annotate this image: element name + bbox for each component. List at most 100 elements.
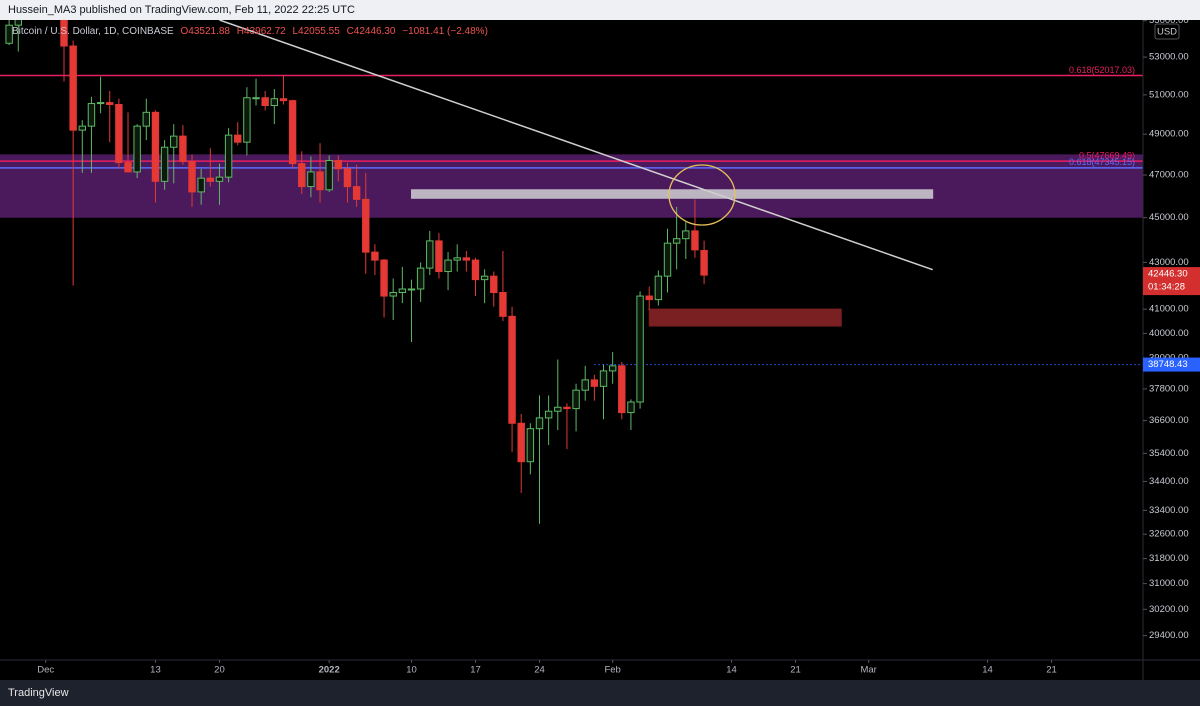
candle-body bbox=[197, 177, 205, 193]
candle-body bbox=[563, 406, 571, 410]
y-tick-label: 49000.00 bbox=[1149, 129, 1189, 140]
candle-body bbox=[14, 20, 22, 26]
candle-body bbox=[590, 379, 599, 387]
candle-body bbox=[371, 251, 379, 261]
candle-body bbox=[453, 257, 461, 261]
candle-body bbox=[426, 240, 434, 269]
candle-body bbox=[243, 97, 251, 143]
x-tick-label: 21 bbox=[1046, 665, 1057, 676]
brand: TradingView bbox=[8, 687, 69, 699]
candle-body bbox=[389, 292, 397, 297]
x-tick-label: Mar bbox=[860, 665, 876, 676]
candle-body bbox=[508, 315, 516, 424]
y-tick-label: 33400.00 bbox=[1149, 505, 1189, 516]
y-tick-label: 32600.00 bbox=[1149, 529, 1189, 540]
candle-body bbox=[352, 186, 361, 200]
x-tick-label: 2022 bbox=[319, 665, 340, 676]
candle-body bbox=[672, 238, 681, 244]
candle-body bbox=[362, 198, 370, 253]
candle-body bbox=[636, 295, 644, 403]
y-tick-label: 31000.00 bbox=[1149, 578, 1189, 589]
candle-body bbox=[142, 111, 151, 127]
candle-body bbox=[151, 111, 160, 182]
plot-area: 0.618(52017.03) 0.5(47669.49)0.618(47345.… bbox=[0, 20, 1143, 524]
candle-body bbox=[279, 98, 288, 102]
drawn-rectangle bbox=[648, 308, 842, 327]
candle-body bbox=[307, 171, 315, 188]
candle-body bbox=[206, 177, 215, 182]
y-tick-label: 30200.00 bbox=[1149, 604, 1189, 615]
x-tick-label: Feb bbox=[604, 665, 620, 676]
trendline bbox=[219, 20, 933, 271]
candle-body bbox=[87, 103, 96, 127]
y-tick-label: 45000.00 bbox=[1149, 212, 1189, 223]
candle-body bbox=[517, 422, 525, 463]
chart-background bbox=[0, 20, 1200, 680]
candle-body bbox=[252, 97, 260, 100]
candle-body bbox=[334, 160, 343, 170]
axes: 55000.00 53000.00 51000.00 49000.00 47000.00… bbox=[37, 15, 1200, 676]
candle-body bbox=[663, 242, 672, 277]
candle-body bbox=[526, 428, 535, 463]
countdown: 01:34:28 bbox=[1148, 282, 1185, 293]
candle-body bbox=[224, 134, 233, 178]
candle-body bbox=[5, 24, 13, 44]
candle-body bbox=[78, 125, 86, 131]
candle-body bbox=[700, 250, 708, 276]
candle-body bbox=[581, 379, 589, 391]
y-tick-label: 34400.00 bbox=[1149, 476, 1189, 487]
x-tick-label: 14 bbox=[726, 665, 737, 676]
candle-body bbox=[69, 45, 77, 131]
candle-body bbox=[261, 97, 269, 106]
currency-box bbox=[1154, 23, 1180, 40]
x-tick-label: 21 bbox=[790, 665, 801, 676]
candle-body bbox=[645, 295, 653, 301]
candle-body bbox=[234, 134, 242, 143]
last-price-label: 42446.30 bbox=[1148, 269, 1188, 280]
candle-body bbox=[544, 410, 553, 419]
candle-body bbox=[416, 267, 425, 290]
candle-body bbox=[444, 259, 452, 273]
ohlc-low: L42055.55 bbox=[292, 26, 340, 37]
candle-body bbox=[298, 163, 306, 188]
footer: TradingView bbox=[0, 680, 1200, 706]
x-tick-label: 10 bbox=[406, 665, 417, 676]
candle-body bbox=[96, 102, 105, 105]
candle-body bbox=[535, 417, 544, 430]
candle-body bbox=[618, 365, 626, 414]
candle-body bbox=[179, 135, 187, 163]
price-line-label: 38748.43 bbox=[1148, 359, 1188, 370]
candle-body bbox=[599, 370, 608, 387]
candle-body bbox=[608, 365, 617, 372]
candle-body bbox=[188, 161, 196, 193]
y-tick-label: 43000.00 bbox=[1149, 257, 1189, 268]
y-tick-label: 53000.00 bbox=[1149, 52, 1189, 63]
candle-body bbox=[435, 240, 443, 273]
x-tick-label: 14 bbox=[982, 665, 993, 676]
fib-label: 0.618(47345.15) bbox=[1069, 157, 1135, 167]
candle-body bbox=[160, 146, 169, 182]
y-tick-label: 47000.00 bbox=[1149, 170, 1189, 181]
x-tick-label: 20 bbox=[214, 665, 225, 676]
y-tick-label: 41000.00 bbox=[1149, 304, 1189, 315]
candle-body bbox=[462, 257, 471, 261]
y-tick-label: 40000.00 bbox=[1149, 328, 1189, 339]
candle-body bbox=[627, 401, 635, 414]
y-tick-label: 35400.00 bbox=[1149, 448, 1189, 459]
drawn-rectangle bbox=[410, 189, 934, 199]
zone bbox=[0, 154, 1143, 218]
x-tick-label: Dec bbox=[37, 665, 54, 676]
y-tick-label: 36600.00 bbox=[1149, 415, 1189, 426]
candle-body bbox=[133, 125, 141, 173]
candle-body bbox=[471, 259, 480, 281]
candle-body bbox=[398, 288, 407, 294]
candle-body bbox=[654, 275, 663, 301]
candle-body bbox=[124, 162, 132, 173]
candle-body bbox=[106, 102, 114, 106]
candle-body bbox=[343, 168, 352, 188]
y-tick-label: 31800.00 bbox=[1149, 553, 1189, 564]
fib-label: 0.5(47669.49) bbox=[1079, 151, 1135, 161]
candle-body bbox=[572, 389, 580, 410]
